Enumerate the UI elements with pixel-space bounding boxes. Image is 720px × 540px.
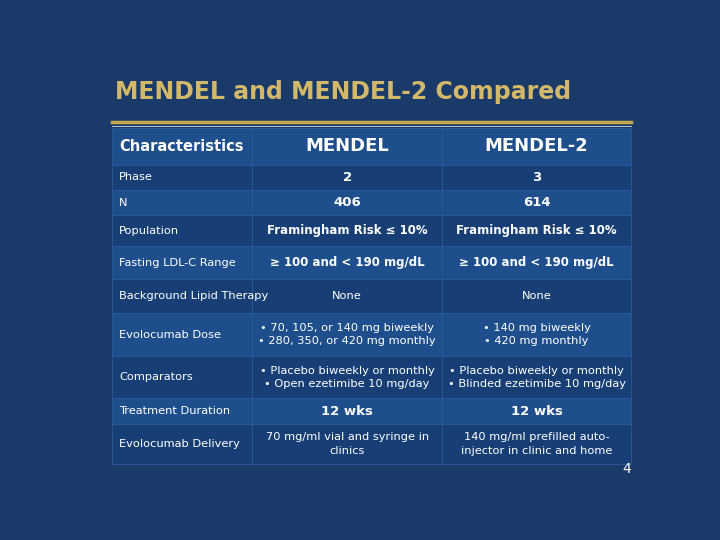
Text: MENDEL-2: MENDEL-2	[485, 137, 588, 156]
Text: ≥ 100 and < 190 mg/dL: ≥ 100 and < 190 mg/dL	[270, 256, 425, 269]
Bar	[442, 128, 631, 165]
Text: 12 wks: 12 wks	[321, 404, 373, 417]
Bar	[442, 215, 631, 246]
Bar	[253, 356, 442, 399]
Text: Background Lipid Therapy: Background Lipid Therapy	[119, 291, 269, 301]
Text: 12 wks: 12 wks	[510, 404, 562, 417]
Bar	[112, 424, 253, 464]
Bar	[112, 313, 253, 356]
Bar	[442, 424, 631, 464]
Text: • 140 mg biweekly
• 420 mg monthly: • 140 mg biweekly • 420 mg monthly	[482, 323, 590, 346]
Bar	[253, 215, 442, 246]
Text: MENDEL: MENDEL	[305, 137, 389, 156]
Bar	[112, 246, 253, 279]
Text: MENDEL and MENDEL-2 Compared: MENDEL and MENDEL-2 Compared	[115, 80, 571, 104]
Bar	[112, 399, 253, 424]
Bar	[442, 165, 631, 190]
Bar	[442, 356, 631, 399]
Text: 614: 614	[523, 196, 550, 209]
Bar	[253, 128, 442, 165]
Text: 70 mg/ml vial and syringe in
clinics: 70 mg/ml vial and syringe in clinics	[266, 432, 428, 456]
Text: 4: 4	[623, 462, 631, 476]
Bar	[253, 279, 442, 313]
Text: 406: 406	[333, 196, 361, 209]
Bar	[112, 165, 253, 190]
Bar	[253, 190, 442, 215]
Text: 2: 2	[343, 171, 351, 184]
Bar	[253, 165, 442, 190]
Bar	[112, 190, 253, 215]
Text: ≥ 100 and < 190 mg/dL: ≥ 100 and < 190 mg/dL	[459, 256, 614, 269]
Bar	[253, 313, 442, 356]
Bar	[112, 356, 253, 399]
Bar	[112, 128, 253, 165]
Text: None: None	[522, 291, 552, 301]
Text: N: N	[119, 198, 127, 207]
Text: Framingham Risk ≤ 10%: Framingham Risk ≤ 10%	[456, 224, 617, 237]
Text: Evolocumab Dose: Evolocumab Dose	[119, 329, 221, 340]
Bar	[442, 399, 631, 424]
Bar	[112, 279, 253, 313]
Text: Treatment Duration: Treatment Duration	[119, 406, 230, 416]
Text: • 70, 105, or 140 mg biweekly
• 280, 350, or 420 mg monthly: • 70, 105, or 140 mg biweekly • 280, 350…	[258, 323, 436, 346]
Bar	[442, 246, 631, 279]
Bar	[253, 399, 442, 424]
Bar	[442, 190, 631, 215]
Bar	[253, 246, 442, 279]
Text: None: None	[332, 291, 362, 301]
Bar	[442, 279, 631, 313]
Bar	[253, 424, 442, 464]
Text: Comparators: Comparators	[119, 373, 193, 382]
Text: Population: Population	[119, 226, 179, 235]
Text: • Placebo biweekly or monthly
• Blinded ezetimibe 10 mg/day: • Placebo biweekly or monthly • Blinded …	[448, 366, 626, 389]
Text: • Placebo biweekly or monthly
• Open ezetimibe 10 mg/day: • Placebo biweekly or monthly • Open eze…	[260, 366, 435, 389]
Text: Framingham Risk ≤ 10%: Framingham Risk ≤ 10%	[267, 224, 428, 237]
Bar	[442, 313, 631, 356]
Text: Phase: Phase	[119, 172, 153, 183]
Bar	[112, 215, 253, 246]
Text: 3: 3	[532, 171, 541, 184]
Text: Characteristics: Characteristics	[119, 139, 243, 154]
Text: 140 mg/ml prefilled auto-
injector in clinic and home: 140 mg/ml prefilled auto- injector in cl…	[461, 432, 612, 456]
Text: Evolocumab Delivery: Evolocumab Delivery	[119, 439, 240, 449]
Text: Fasting LDL-C Range: Fasting LDL-C Range	[119, 258, 235, 268]
